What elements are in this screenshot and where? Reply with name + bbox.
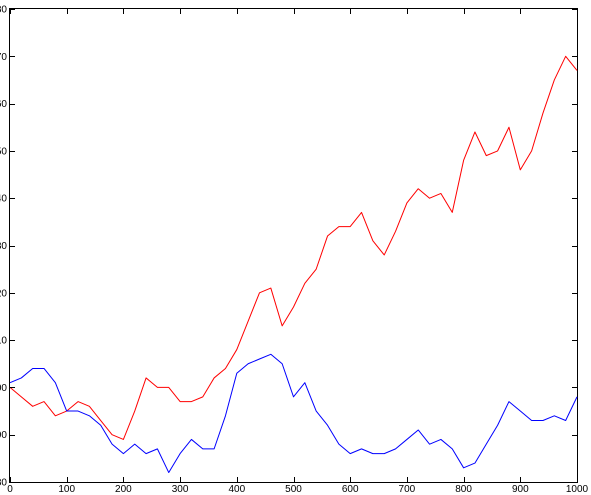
y-tick-label: 170 bbox=[0, 52, 7, 63]
y-tick-label: 140 bbox=[0, 194, 7, 205]
x-tick-label: 400 bbox=[228, 484, 245, 495]
series-line-1 bbox=[9, 55, 578, 440]
y-tick-label: 100 bbox=[0, 383, 7, 394]
y-tick-label: 120 bbox=[0, 288, 7, 299]
series-line-2 bbox=[9, 353, 578, 474]
plot-area-frame bbox=[9, 8, 578, 483]
x-tick-label: 300 bbox=[172, 484, 189, 495]
y-tick-label: 160 bbox=[0, 99, 7, 110]
y-tick-labels: 80 90 100 110 120 130 140 150 160 170 180 bbox=[0, 5, 7, 489]
x-tick-label: 0 bbox=[7, 484, 13, 495]
y-tick-label: 180 bbox=[0, 5, 7, 16]
x-tick-labels: 0 100 200 300 400 500 600 700 800 900 1000 bbox=[7, 484, 588, 495]
y-tick-label: 150 bbox=[0, 146, 7, 157]
x-tick-label: 900 bbox=[512, 484, 529, 495]
x-tick-label: 200 bbox=[115, 484, 132, 495]
x-tick-label: 600 bbox=[342, 484, 359, 495]
x-tick-label: 700 bbox=[399, 484, 416, 495]
y-tick-label: 80 bbox=[0, 478, 7, 489]
y-tick-label: 90 bbox=[0, 430, 7, 441]
x-tick-label: 800 bbox=[455, 484, 472, 495]
x-tick-label: 100 bbox=[58, 484, 75, 495]
series-layer bbox=[9, 55, 578, 474]
y-tick-label: 130 bbox=[0, 241, 7, 252]
x-tick-label: 500 bbox=[285, 484, 302, 495]
tick-layer bbox=[10, 9, 578, 483]
y-tick-label: 110 bbox=[0, 336, 7, 347]
x-tick-label: 1000 bbox=[566, 484, 589, 495]
